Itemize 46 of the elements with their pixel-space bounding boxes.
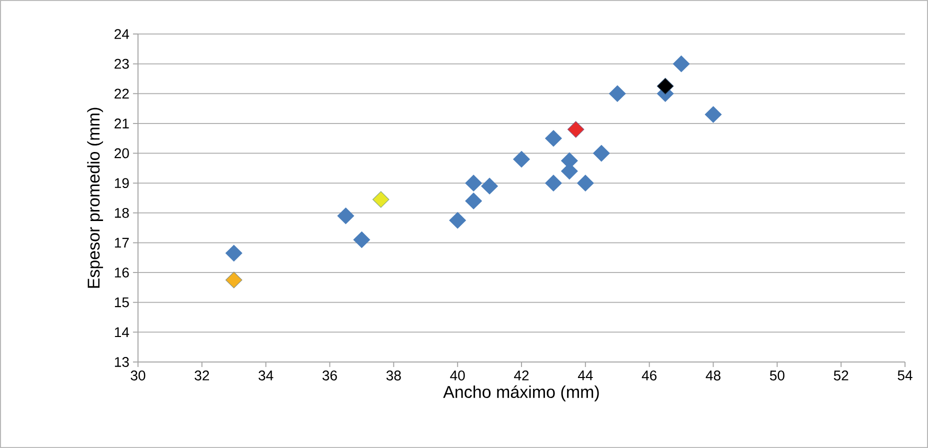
point	[465, 174, 482, 192]
x-tick-label: 54	[898, 370, 912, 380]
y-tick-label: 23	[114, 58, 129, 69]
x-tick-label: 52	[834, 370, 848, 380]
x-tick-label: 30	[130, 370, 146, 380]
y-tick-label: 16	[114, 268, 129, 278]
point	[449, 212, 466, 229]
x-tick-label: 50	[770, 370, 784, 380]
x-tick-label: 46	[642, 370, 657, 380]
point	[704, 106, 722, 123]
x-axis-title: Ancho máximo (mm)	[443, 385, 599, 402]
x-tick-label: 48	[706, 370, 720, 380]
point	[545, 130, 562, 147]
y-tick-label: 20	[114, 148, 129, 158]
point	[225, 244, 242, 262]
point	[545, 174, 562, 192]
y-axis-title: Espesor promedio (mm)	[87, 108, 104, 288]
x-tick-label: 40	[450, 370, 465, 380]
y-tick-label: 22	[114, 88, 129, 99]
point	[608, 85, 626, 102]
y-tick-label: 21	[114, 118, 129, 128]
x-tick-label: 32	[194, 370, 210, 380]
x-tick-label: 44	[578, 370, 593, 380]
point	[513, 150, 530, 168]
x-tick-label: 42	[514, 370, 529, 380]
y-tick-label: 14	[114, 327, 130, 337]
y-tick-label: 13	[114, 357, 129, 367]
y-tick-label: 24	[114, 29, 130, 39]
y-tick-label: 19	[114, 178, 129, 188]
point	[481, 178, 498, 194]
point	[567, 121, 584, 138]
point	[372, 191, 390, 208]
point	[593, 144, 610, 162]
point	[465, 192, 482, 210]
point	[225, 272, 242, 288]
point	[656, 78, 674, 94]
point	[577, 174, 594, 192]
point	[337, 208, 354, 224]
y-tick-label: 17	[114, 238, 129, 248]
x-tick-label: 36	[322, 370, 337, 380]
x-tick-label: 34	[258, 370, 274, 380]
point	[353, 231, 370, 248]
y-tick-label: 18	[114, 208, 129, 218]
point	[672, 56, 690, 72]
y-tick-label: 15	[114, 297, 129, 308]
x-tick-label: 38	[386, 370, 401, 380]
